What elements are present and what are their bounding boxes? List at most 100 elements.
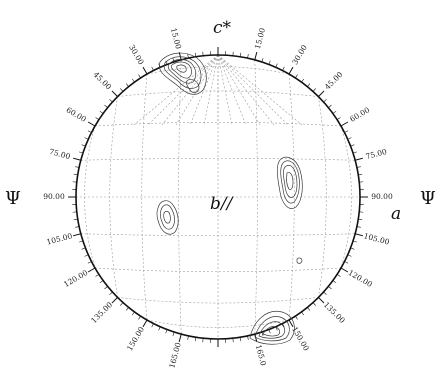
label-a: a bbox=[391, 204, 401, 224]
rim-major-tick bbox=[87, 121, 96, 127]
rim-minor-tick bbox=[323, 291, 327, 295]
rim-minor-tick bbox=[151, 66, 154, 71]
rim-label-left-150: 150.00 bbox=[125, 325, 146, 352]
rim-minor-tick bbox=[95, 117, 100, 120]
rim-minor-tick bbox=[268, 60, 271, 65]
rim-label-right-135: 135.00 bbox=[322, 300, 347, 325]
rim-minor-tick bbox=[295, 74, 298, 79]
grid-pole-fan bbox=[217, 55, 303, 126]
rim-major-tick bbox=[318, 297, 325, 304]
rim-minor-tick bbox=[261, 331, 264, 336]
rim-major-tick bbox=[355, 233, 364, 237]
rim-minor-tick bbox=[109, 99, 113, 103]
rim-minor-tick bbox=[282, 66, 285, 71]
rim-minor-tick bbox=[95, 274, 100, 277]
rim-minor-tick bbox=[73, 173, 78, 176]
rim-minor-tick bbox=[194, 337, 197, 342]
rim-minor-tick bbox=[301, 78, 305, 83]
rim-minor-tick bbox=[275, 63, 278, 68]
rim-minor-tick bbox=[125, 307, 129, 311]
grid-parallel bbox=[146, 66, 290, 75]
grid-pole-fan bbox=[217, 55, 233, 126]
rim-minor-tick bbox=[356, 166, 361, 168]
rim-major-tick bbox=[87, 267, 96, 273]
rim-minor-tick bbox=[87, 130, 92, 133]
rim-major-tick bbox=[318, 90, 325, 97]
rim-minor-tick bbox=[104, 286, 108, 290]
rim-minor-tick bbox=[358, 218, 363, 221]
rim-label-right-15: 15.00 bbox=[253, 27, 267, 50]
rim-label-left-15: 15.00 bbox=[169, 27, 183, 50]
rim-minor-tick bbox=[261, 58, 264, 63]
rim-major-tick bbox=[142, 66, 148, 75]
grid-parallel bbox=[80, 158, 356, 161]
rim-label-right-90: 90.00 bbox=[371, 192, 393, 201]
rim-minor-tick bbox=[99, 280, 104, 284]
rim-minor-tick bbox=[81, 247, 86, 250]
contour-peak-bottom bbox=[249, 257, 303, 345]
rim-major-tick bbox=[340, 121, 349, 127]
grid-pole-fan bbox=[217, 55, 261, 126]
rim-label-left-30: 30.00 bbox=[127, 43, 146, 66]
label-c-star: c* bbox=[213, 18, 232, 38]
rim-major-tick bbox=[288, 319, 294, 328]
rim-label-right-60: 60.00 bbox=[348, 105, 371, 124]
grid-meridian bbox=[109, 96, 118, 298]
rim-label-right-105: 105.00 bbox=[363, 231, 391, 247]
rim-minor-tick bbox=[356, 226, 361, 228]
rim-minor-tick bbox=[239, 337, 242, 342]
rim-minor-tick bbox=[73, 218, 78, 221]
rim-minor-tick bbox=[323, 99, 327, 103]
rim-label-right-120: 120.00 bbox=[347, 268, 374, 289]
rim-label-left-105: 105.00 bbox=[46, 231, 74, 247]
grid-pole-fan bbox=[217, 55, 247, 126]
rim-minor-tick bbox=[131, 311, 135, 316]
grid-meridian bbox=[178, 59, 182, 335]
rim-minor-tick bbox=[81, 144, 86, 147]
rim-minor-tick bbox=[352, 151, 357, 154]
grid-parallel bbox=[146, 319, 290, 328]
rim-major-tick bbox=[288, 66, 294, 75]
rim-major-tick bbox=[142, 319, 148, 328]
rim-minor-tick bbox=[131, 78, 135, 83]
rim-minor-tick bbox=[295, 315, 298, 320]
rim-label-left-75: 75.00 bbox=[48, 147, 71, 161]
grid-pole-fan bbox=[217, 55, 275, 126]
rim-minor-tick bbox=[99, 110, 104, 114]
rim-label-right-75: 75.00 bbox=[365, 147, 388, 161]
rim-minor-tick bbox=[344, 130, 349, 133]
rim-major-tick bbox=[178, 334, 182, 343]
rim-minor-tick bbox=[84, 137, 89, 140]
rim-minor-tick bbox=[350, 144, 355, 147]
rim-minor-tick bbox=[151, 323, 154, 328]
rim-minor-tick bbox=[165, 60, 168, 65]
grid-pole-fan bbox=[175, 55, 219, 126]
grid-pole-fan bbox=[133, 55, 219, 126]
label-b-parallel: b// bbox=[210, 194, 235, 214]
rim-label-right-165: 165.0 bbox=[254, 344, 268, 367]
rim-minor-tick bbox=[301, 311, 305, 316]
rim-label-left-135: 135.00 bbox=[89, 300, 114, 325]
rim-minor-tick bbox=[328, 286, 332, 290]
rim-major-tick bbox=[254, 51, 258, 60]
rim-minor-tick bbox=[336, 274, 341, 277]
rim-minor-tick bbox=[247, 54, 249, 59]
rim-minor-tick bbox=[165, 329, 168, 334]
grid-pole-fan bbox=[189, 55, 219, 126]
rim-label-left-90: 90.00 bbox=[43, 192, 65, 201]
rim-label-left-120: 120.00 bbox=[62, 268, 89, 289]
rim-minor-tick bbox=[328, 104, 332, 108]
rim-major-tick bbox=[355, 157, 364, 161]
rim-minor-tick bbox=[187, 335, 189, 340]
contour-peak-right bbox=[276, 156, 303, 209]
grid-meridian bbox=[318, 96, 327, 298]
contour-peak-top-left bbox=[158, 52, 207, 95]
rim-minor-tick bbox=[75, 226, 80, 228]
rim-label-left-45: 45.00 bbox=[92, 70, 114, 92]
rim-minor-tick bbox=[87, 261, 92, 264]
label-psi-right: Ψ bbox=[420, 188, 436, 209]
grid-meridian bbox=[254, 59, 258, 335]
rim-major-tick bbox=[340, 267, 349, 273]
rim-minor-tick bbox=[332, 280, 337, 284]
